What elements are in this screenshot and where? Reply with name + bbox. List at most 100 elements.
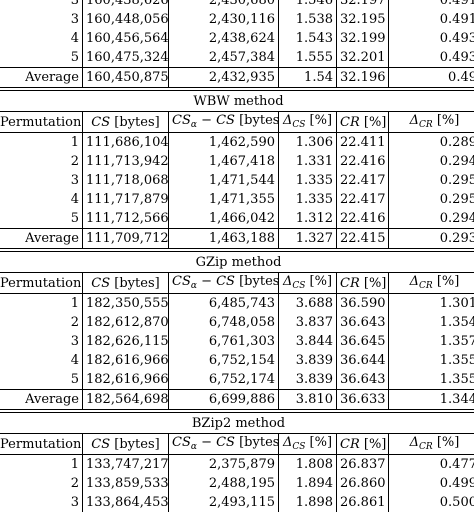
delta-cs-cell: 1.555 — [279, 48, 337, 68]
delta-cr-cell: 0.477 — [389, 455, 474, 475]
cs-diff-cell: 2,488,195 — [169, 474, 279, 493]
delta-cr-cell: 0.49 — [389, 68, 474, 88]
delta-cs-cell: 1.335 — [279, 171, 337, 190]
delta-cr-cell: 1.355 — [389, 370, 474, 390]
delta-cr-cell: 0.289 — [389, 133, 474, 153]
cs-diff-cell: 1,463,188 — [169, 229, 279, 249]
cs-diff-cell: 1,471,544 — [169, 171, 279, 190]
delta-cr-cell: 0.493 — [389, 48, 474, 68]
delta-cs-cell: 3.688 — [279, 294, 337, 314]
permutation-cell: 1 — [0, 133, 83, 153]
cr-cell: 26.837 — [337, 455, 389, 475]
permutation-cell: 5 — [0, 370, 83, 390]
cr-cell: 36.644 — [337, 351, 389, 370]
header-cs: CS [bytes] — [83, 112, 169, 133]
cs-cell: 133,747,217 — [83, 455, 169, 475]
delta-cs-cell: 3.844 — [279, 332, 337, 351]
header-cs-diff: CSα − CS [bytes] — [169, 112, 279, 133]
delta-cs-cell: 1.312 — [279, 209, 337, 229]
cs-cell: 111,709,712 — [83, 229, 169, 249]
delta-cs-cell: 1.546 — [279, 0, 337, 10]
delta-cs-cell: 1.808 — [279, 455, 337, 475]
delta-cs-cell: 1.306 — [279, 133, 337, 153]
cr-cell: 22.415 — [337, 229, 389, 249]
delta-cr-cell: 1.301 — [389, 294, 474, 314]
delta-cr-cell: 0.491 — [389, 0, 474, 10]
cs-cell: 111,718,068 — [83, 171, 169, 190]
delta-cr-cell: 0.294 — [389, 152, 474, 171]
permutation-cell: 5 — [0, 209, 83, 229]
method-title: WBW method — [0, 91, 474, 112]
average-label: Average — [0, 390, 83, 410]
header-permutation: Permutation — [0, 112, 83, 133]
cr-cell: 22.411 — [337, 133, 389, 153]
cs-diff-cell: 6,699,886 — [169, 390, 279, 410]
cr-cell: 22.417 — [337, 171, 389, 190]
permutation-cell: 3 — [0, 171, 83, 190]
cs-cell: 111,713,942 — [83, 152, 169, 171]
cr-cell: 36.643 — [337, 313, 389, 332]
cs-diff-cell: 2,457,384 — [169, 48, 279, 68]
method-title: GZip method — [0, 252, 474, 273]
header-cs: CS [bytes] — [83, 273, 169, 294]
delta-cr-cell: 0.294 — [389, 209, 474, 229]
header-cs-diff: CSα − CS [bytes] — [169, 434, 279, 455]
cs-diff-cell: 6,485,743 — [169, 294, 279, 314]
cs-cell: 182,350,555 — [83, 294, 169, 314]
delta-cr-cell: 0.295 — [389, 171, 474, 190]
header-delta-cr: ΔCR [%] — [389, 434, 474, 455]
header-delta-cs: ΔCS [%] — [279, 112, 337, 133]
cs-cell: 160,456,564 — [83, 29, 169, 48]
permutation-cell: 4 — [0, 351, 83, 370]
cr-cell: 36.633 — [337, 390, 389, 410]
header-cr: CR [%] — [337, 273, 389, 294]
method-title-row: WBW method — [0, 91, 474, 112]
cs-cell: 160,475,324 — [83, 48, 169, 68]
delta-cr-cell: 1.355 — [389, 351, 474, 370]
cs-cell: 160,438,626 — [83, 0, 169, 10]
cr-cell: 32.195 — [337, 10, 389, 29]
permutation-cell: 3 — [0, 10, 83, 29]
cs-cell: 182,616,966 — [83, 351, 169, 370]
cs-diff-cell: 2,430,116 — [169, 10, 279, 29]
cs-diff-cell: 2,430,680 — [169, 0, 279, 10]
delta-cr-cell: 0.499 — [389, 474, 474, 493]
delta-cr-cell: 0.295 — [389, 190, 474, 209]
delta-cr-cell: 1.354 — [389, 313, 474, 332]
cs-cell: 160,450,875 — [83, 68, 169, 88]
permutation-cell: 5 — [0, 48, 83, 68]
cr-cell: 26.860 — [337, 474, 389, 493]
delta-cs-cell: 3.837 — [279, 313, 337, 332]
cr-cell: 32.201 — [337, 48, 389, 68]
cs-diff-cell: 2,432,935 — [169, 68, 279, 88]
permutation-cell: 3 — [0, 493, 83, 512]
cs-cell: 182,626,115 — [83, 332, 169, 351]
method-title-row: GZip method — [0, 252, 474, 273]
delta-cs-cell: 3.810 — [279, 390, 337, 410]
method-title: BZip2 method — [0, 413, 474, 434]
cs-diff-cell: 6,761,303 — [169, 332, 279, 351]
cs-cell: 182,564,698 — [83, 390, 169, 410]
header-cs-diff: CSα − CS [bytes] — [169, 273, 279, 294]
delta-cs-cell: 3.839 — [279, 370, 337, 390]
delta-cs-cell: 1.538 — [279, 10, 337, 29]
cr-cell: 32.199 — [337, 29, 389, 48]
delta-cs-cell: 1.543 — [279, 29, 337, 48]
header-cr: CR [%] — [337, 434, 389, 455]
